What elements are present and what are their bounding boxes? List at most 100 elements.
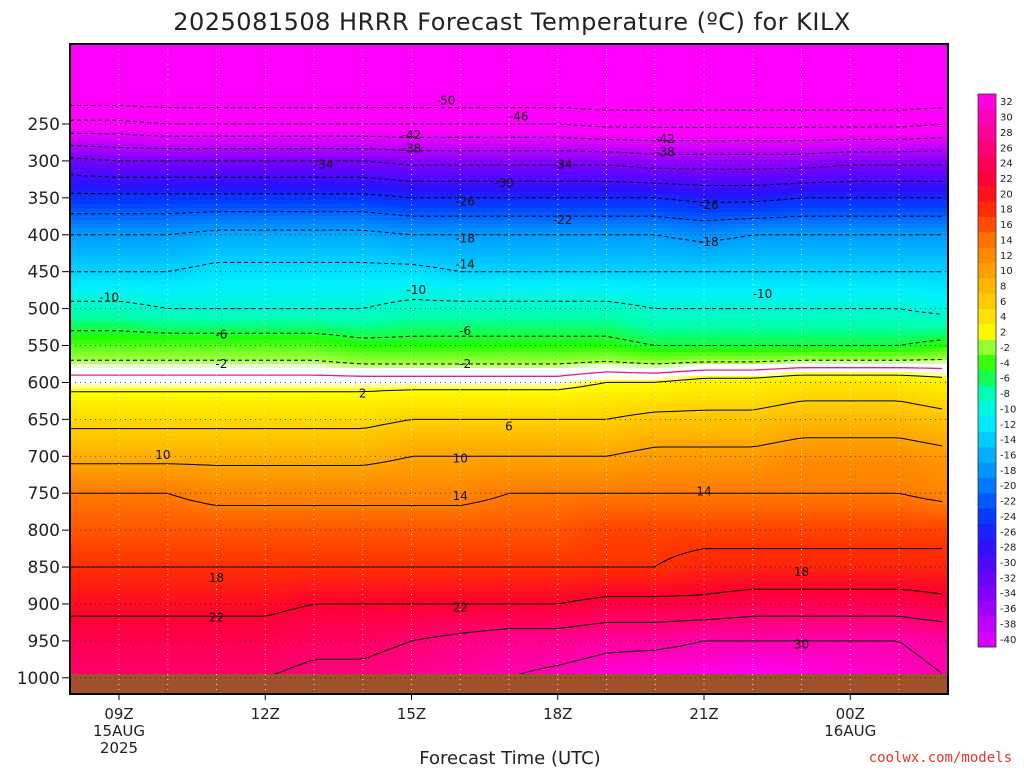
heatmap-cell bbox=[574, 144, 581, 149]
heatmap-cell bbox=[832, 172, 839, 177]
heatmap-cell bbox=[826, 148, 833, 153]
heatmap-cell bbox=[808, 80, 815, 85]
heatmap-cell bbox=[904, 116, 911, 121]
heatmap-cell bbox=[316, 60, 323, 65]
heatmap-cell bbox=[208, 96, 215, 101]
heatmap-cell bbox=[376, 128, 383, 133]
heatmap-cell bbox=[856, 76, 863, 81]
heatmap-cell bbox=[892, 132, 899, 137]
heatmap-cell bbox=[808, 56, 815, 61]
heatmap-cell bbox=[526, 60, 533, 65]
heatmap-cell bbox=[748, 120, 755, 125]
heatmap-cell bbox=[496, 88, 503, 93]
heatmap-cell bbox=[94, 132, 101, 137]
heatmap-cell bbox=[754, 128, 761, 133]
heatmap-cell bbox=[262, 108, 269, 113]
heatmap-cell bbox=[382, 100, 389, 105]
heatmap-cell bbox=[424, 68, 431, 73]
heatmap-cell bbox=[820, 148, 827, 153]
heatmap-cell bbox=[784, 124, 791, 129]
heatmap-cell bbox=[682, 92, 689, 97]
heatmap-cell bbox=[754, 52, 761, 57]
heatmap-cell bbox=[634, 116, 641, 121]
heatmap-cell bbox=[820, 92, 827, 97]
heatmap-cell bbox=[814, 56, 821, 61]
heatmap-cell bbox=[850, 92, 857, 97]
heatmap-cell bbox=[652, 60, 659, 65]
heatmap-cell bbox=[400, 112, 407, 117]
heatmap-cell bbox=[646, 120, 653, 125]
heatmap-cell bbox=[142, 148, 149, 153]
heatmap-cell bbox=[886, 152, 893, 157]
heatmap-cell bbox=[316, 96, 323, 101]
heatmap-cell bbox=[364, 48, 371, 53]
heatmap-cell bbox=[844, 72, 851, 77]
heatmap-cell bbox=[346, 88, 353, 93]
heatmap-cell bbox=[724, 128, 731, 133]
heatmap-cell bbox=[880, 136, 887, 141]
heatmap-cell bbox=[358, 68, 365, 73]
heatmap-cell bbox=[592, 152, 599, 157]
heatmap-cell bbox=[694, 136, 701, 141]
heatmap-cell bbox=[814, 116, 821, 121]
heatmap-cell bbox=[376, 116, 383, 121]
heatmap-cell bbox=[400, 100, 407, 105]
heatmap-cell bbox=[856, 144, 863, 149]
heatmap-cell bbox=[694, 52, 701, 57]
heatmap-cell bbox=[244, 108, 251, 113]
heatmap-cell bbox=[934, 148, 941, 153]
heatmap-cell bbox=[592, 100, 599, 105]
heatmap-cell bbox=[574, 120, 581, 125]
heatmap-cell bbox=[316, 176, 323, 181]
heatmap-cell bbox=[934, 88, 941, 93]
heatmap-cell bbox=[466, 60, 473, 65]
heatmap-cell bbox=[436, 152, 443, 157]
heatmap-cell bbox=[544, 84, 551, 89]
heatmap-cell bbox=[760, 164, 767, 169]
heatmap-cell bbox=[292, 96, 299, 101]
heatmap-cell bbox=[154, 136, 161, 141]
heatmap-cell bbox=[124, 68, 131, 73]
heatmap-cell bbox=[424, 160, 431, 165]
heatmap-cell bbox=[808, 112, 815, 117]
heatmap-cell bbox=[520, 92, 527, 97]
heatmap-cell bbox=[166, 172, 173, 177]
heatmap-cell bbox=[322, 116, 329, 121]
heatmap-cell bbox=[190, 108, 197, 113]
heatmap-cell bbox=[778, 156, 785, 161]
heatmap-cell bbox=[580, 48, 587, 53]
heatmap-cell bbox=[388, 108, 395, 113]
heatmap-cell bbox=[448, 84, 455, 89]
heatmap-cell bbox=[532, 60, 539, 65]
heatmap-cell bbox=[280, 124, 287, 129]
heatmap-cell bbox=[526, 176, 533, 181]
heatmap-cell bbox=[454, 128, 461, 133]
heatmap-cell bbox=[580, 168, 587, 173]
heatmap-cell bbox=[550, 124, 557, 129]
heatmap-cell bbox=[868, 156, 875, 161]
heatmap-cell bbox=[658, 48, 665, 53]
heatmap-cell bbox=[634, 124, 641, 129]
heatmap-cell bbox=[304, 68, 311, 73]
heatmap-cell bbox=[514, 76, 521, 81]
heatmap-cell bbox=[700, 80, 707, 85]
heatmap-cell bbox=[88, 56, 95, 61]
heatmap-cell bbox=[256, 52, 263, 57]
heatmap-cell bbox=[418, 116, 425, 121]
heatmap-cell bbox=[382, 152, 389, 157]
heatmap-cell bbox=[838, 140, 845, 145]
heatmap-cell bbox=[916, 68, 923, 73]
heatmap-cell bbox=[328, 172, 335, 177]
heatmap-cell bbox=[616, 60, 623, 65]
heatmap-cell bbox=[226, 96, 233, 101]
heatmap-cell bbox=[298, 80, 305, 85]
heatmap-cell bbox=[106, 52, 113, 57]
heatmap-cell bbox=[778, 148, 785, 153]
heatmap-cell bbox=[874, 68, 881, 73]
heatmap-cell bbox=[646, 144, 653, 149]
heatmap-cell bbox=[670, 52, 677, 57]
heatmap-cell bbox=[442, 76, 449, 81]
heatmap-cell bbox=[778, 60, 785, 65]
heatmap-cell bbox=[472, 64, 479, 69]
heatmap-cell bbox=[814, 52, 821, 57]
